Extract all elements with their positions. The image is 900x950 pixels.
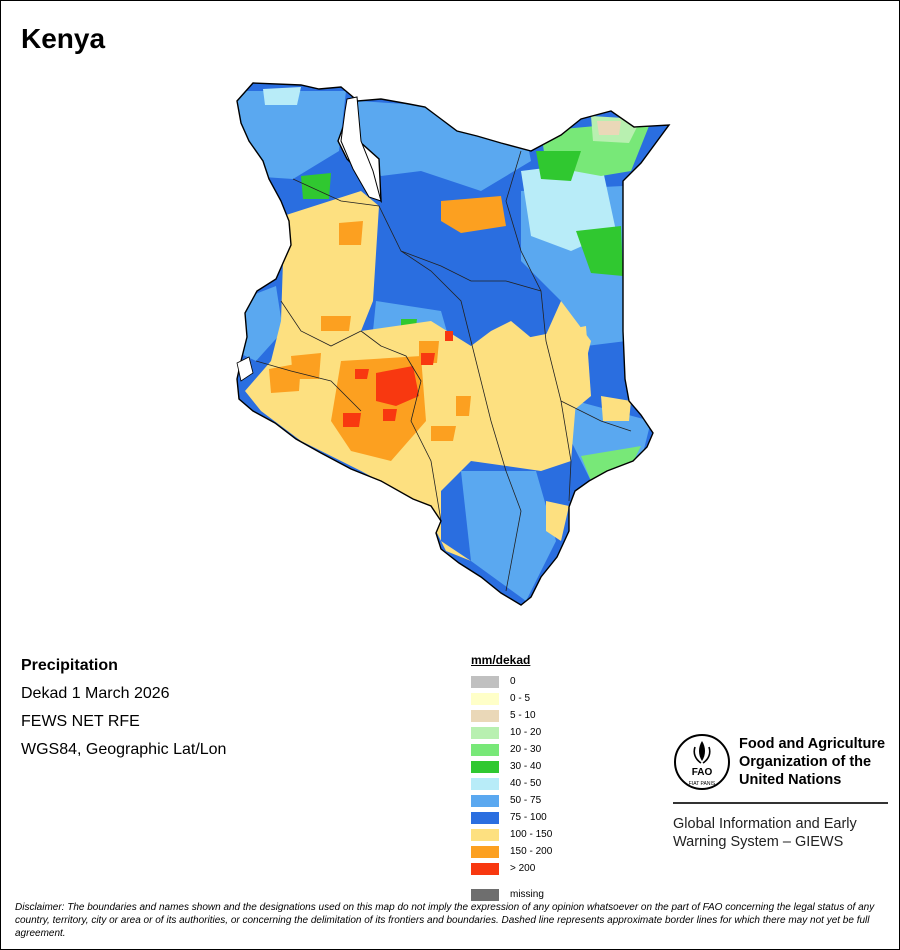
- legend-swatch: [471, 726, 499, 739]
- period: Dekad 1 March 2026: [21, 685, 170, 702]
- raster-patch: [355, 369, 369, 379]
- map-info: Precipitation Dekad 1 March 2026 FEWS NE…: [21, 657, 226, 769]
- data-source: FEWS NET RFE: [21, 713, 140, 730]
- legend-missing: missing: [471, 886, 544, 903]
- admin-boundary: [560, 400, 632, 432]
- legend: mm/dekad 0 0 - 5 5 - 10 10 - 20 20 - 30 30 - …: [471, 653, 552, 877]
- admin-boundary: [505, 150, 572, 502]
- legend-label: 0: [510, 676, 516, 687]
- legend-swatch: [471, 743, 499, 756]
- legend-swatch: [471, 709, 499, 722]
- legend-label: 0 - 5: [510, 693, 531, 704]
- svg-text:FIAT PANIS: FIAT PANIS: [689, 781, 716, 787]
- legend-label: 5 - 10: [510, 710, 536, 721]
- legend-label: > 200: [510, 863, 536, 874]
- admin-boundary: [400, 250, 542, 292]
- legend-label: 30 - 40: [510, 761, 542, 772]
- giews-line: Global Information and Early: [673, 816, 857, 832]
- org-name-line: United Nations: [739, 772, 842, 788]
- giews-line: Warning System – GIEWS: [673, 834, 844, 850]
- fao-branding: FAO FIAT PANIS Food and Agriculture Orga…: [673, 733, 889, 850]
- fao-logo-icon: FAO FIAT PANIS: [674, 734, 730, 790]
- legend-class: 75 - 100: [471, 809, 552, 826]
- legend-label: 40 - 50: [510, 778, 542, 789]
- raster-patch: [461, 471, 556, 601]
- legend-class: 100 - 150: [471, 826, 552, 843]
- raster-patch: [456, 396, 471, 416]
- legend-swatch: [471, 675, 499, 688]
- raster-patch: [441, 196, 506, 233]
- legend-class: 30 - 40: [471, 758, 552, 775]
- raster-patch: [237, 91, 346, 179]
- legend-label: 50 - 75: [510, 795, 542, 806]
- legend-label: 10 - 20: [510, 727, 542, 738]
- raster-patch: [431, 426, 456, 441]
- raster-patch: [511, 326, 591, 421]
- raster-patch: [376, 366, 419, 406]
- legend-swatch: [471, 862, 499, 875]
- lake-victoria: [236, 356, 254, 382]
- map-title: Kenya: [21, 23, 106, 54]
- raster-patch: [546, 501, 569, 541]
- legend-class: 0: [471, 673, 552, 690]
- admin-boundary: [280, 300, 362, 347]
- variable-name: Precipitation: [21, 657, 118, 674]
- disclaimer: Disclaimer: The boundaries and names sho…: [15, 902, 875, 939]
- admin-boundaries: [255, 150, 632, 592]
- legend-label: missing: [510, 889, 544, 900]
- legend-class: 50 - 75: [471, 792, 552, 809]
- raster-patch: [421, 353, 435, 365]
- legend-classes: 0 0 - 5 5 - 10 10 - 20 20 - 30 30 - 40 40 - 50…: [471, 673, 552, 877]
- legend-swatch: [471, 760, 499, 773]
- giews-name: Global Information and Early Warning Sys…: [673, 815, 889, 851]
- legend-class: > 200: [471, 860, 552, 877]
- legend-label: 100 - 150: [510, 829, 553, 840]
- legend-swatch: [471, 794, 499, 807]
- admin-boundary: [470, 340, 522, 592]
- legend-class: 150 - 200: [471, 843, 552, 860]
- legend-swatch: [471, 692, 499, 705]
- legend-swatch: [471, 777, 499, 790]
- raster-patch: [339, 221, 363, 245]
- legend-label: 20 - 30: [510, 744, 542, 755]
- legend-class: 20 - 30: [471, 741, 552, 758]
- raster-patch: [321, 316, 351, 331]
- raster-patch: [263, 87, 301, 105]
- legend-class: 5 - 10: [471, 707, 552, 724]
- raster-patch: [597, 121, 621, 135]
- lake-turkana: [340, 96, 382, 202]
- legend-class: 10 - 20: [471, 724, 552, 741]
- raster-patch: [576, 226, 623, 276]
- legend-swatch: [471, 828, 499, 841]
- legend-class: 40 - 50: [471, 775, 552, 792]
- org-name-line: Organization of the: [739, 754, 872, 770]
- legend-class: 0 - 5: [471, 690, 552, 707]
- admin-boundary: [255, 360, 362, 412]
- svg-text:FAO: FAO: [692, 767, 713, 778]
- precipitation-map: [236, 82, 670, 606]
- legend-unit: mm/dekad: [471, 653, 531, 667]
- raster-patch: [536, 151, 581, 181]
- raster-patch: [521, 161, 616, 251]
- legend-label: 75 - 100: [510, 812, 547, 823]
- legend-label: 150 - 200: [510, 846, 553, 857]
- org-name-line: Food and Agriculture: [739, 736, 886, 752]
- legend-swatch: [471, 811, 499, 824]
- legend-swatch: [471, 888, 499, 901]
- raster-patch: [301, 173, 331, 199]
- legend-swatch: [471, 845, 499, 858]
- raster-patch: [601, 396, 631, 421]
- raster-patch: [445, 331, 453, 341]
- divider: [673, 802, 888, 804]
- organization-name: Food and Agriculture Organization of the…: [739, 735, 899, 789]
- projection: WGS84, Geographic Lat/Lon: [21, 741, 227, 758]
- admin-boundary: [360, 330, 442, 522]
- raster-patch: [383, 409, 397, 421]
- raster-patch: [343, 413, 361, 427]
